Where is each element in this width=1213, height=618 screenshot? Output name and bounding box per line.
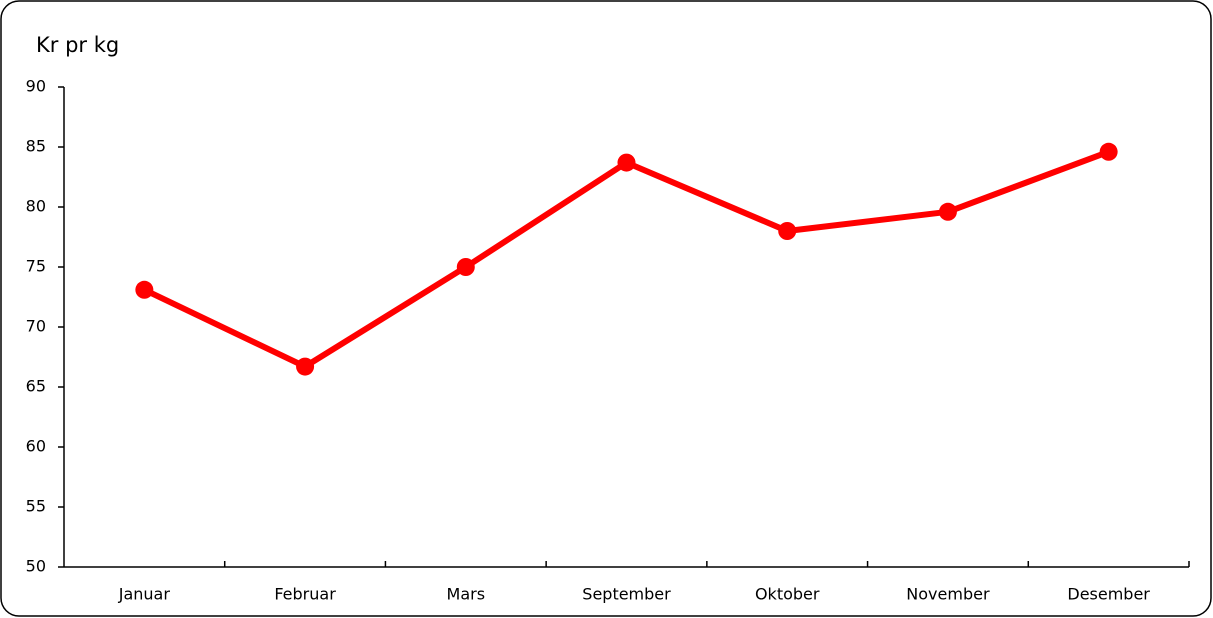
y-tick-label: 80 [26, 197, 46, 216]
y-tick-label: 65 [26, 377, 46, 396]
y-tick-label: 50 [26, 557, 46, 576]
data-point [617, 153, 636, 172]
data-point [1099, 142, 1118, 161]
x-tick-label: September [582, 585, 671, 604]
data-point [296, 357, 315, 376]
x-tick-label: Februar [274, 585, 336, 604]
x-tick-label: Januar [118, 585, 171, 604]
data-point [778, 222, 797, 240]
x-tick-label: Mars [447, 585, 486, 604]
y-tick-label: 85 [26, 137, 46, 156]
x-tick-label: November [906, 585, 990, 604]
y-tick-label: 60 [26, 437, 46, 456]
data-point [456, 258, 475, 276]
x-tick-label: Oktober [755, 585, 820, 604]
y-axis-label: Kr pr kg [36, 33, 119, 57]
y-tick-label: 75 [26, 257, 46, 276]
x-tick-label: Desember [1067, 585, 1150, 604]
data-point [938, 202, 957, 221]
y-tick-label: 55 [26, 497, 46, 516]
data-point [135, 280, 154, 299]
y-tick-label: 70 [26, 317, 46, 336]
y-tick-label: 90 [26, 77, 46, 96]
